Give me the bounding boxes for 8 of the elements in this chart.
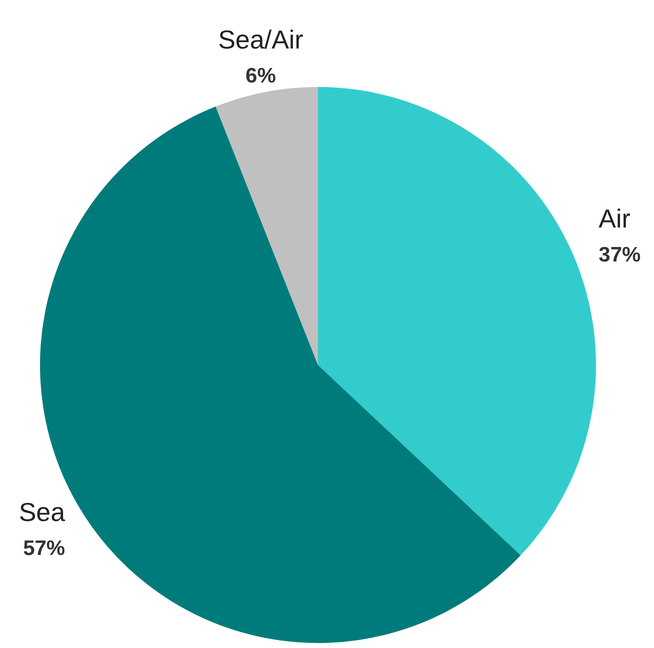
pie-slice bbox=[216, 87, 318, 365]
data-label: 37% bbox=[598, 244, 642, 267]
slice-label: Sea/Air bbox=[218, 24, 304, 55]
data-label: 6% bbox=[246, 64, 276, 88]
pie-slice bbox=[318, 87, 596, 556]
slice-label: Air bbox=[598, 204, 631, 234]
slice-label: Sea bbox=[18, 496, 66, 527]
data-label: 57% bbox=[23, 536, 66, 560]
